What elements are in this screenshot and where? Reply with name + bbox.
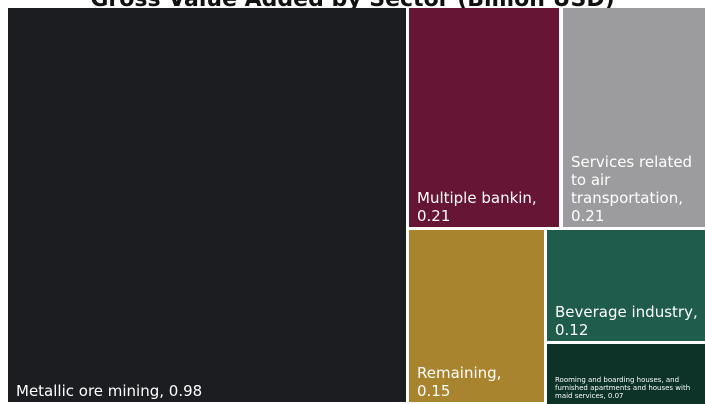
tile-label: Beverage industry,	[555, 303, 698, 321]
tile-rect	[547, 230, 705, 341]
tile-rect	[409, 230, 544, 402]
tile-label: 0.12	[555, 321, 588, 339]
tile-label: Metallic ore mining, 0.98	[16, 382, 202, 400]
tile-label: Rooming and boarding houses, and	[555, 376, 679, 384]
tile-label: to air	[571, 171, 611, 189]
tile-rect	[563, 8, 705, 227]
tile-label: furnished apartments and houses with	[555, 384, 690, 392]
tile-multiple-bankin[interactable]: Multiple bankin,0.21	[409, 8, 559, 227]
tile-rooming-and-boarding-houses-and-furnishe[interactable]: Rooming and boarding houses, andfurnishe…	[547, 344, 705, 404]
tile-label: 0.21	[417, 207, 450, 225]
tile-label: 0.15	[417, 382, 450, 400]
tile-label: Services related	[571, 153, 692, 171]
tile-beverage-industry[interactable]: Beverage industry,0.12	[547, 230, 705, 341]
tile-label: transportation,	[571, 189, 683, 207]
tile-rect	[409, 8, 559, 227]
tile-label: maid services, 0.07	[555, 392, 623, 400]
tile-remaining[interactable]: Remaining,0.15	[409, 230, 544, 402]
tile-label: Remaining,	[417, 364, 501, 382]
tile-label: Multiple bankin,	[417, 189, 537, 207]
tile-rect	[547, 344, 705, 404]
tile-label: 0.21	[571, 207, 604, 225]
tile-metallic-ore-mining[interactable]: Metallic ore mining, 0.98	[8, 8, 406, 402]
tile-rect	[8, 8, 406, 402]
